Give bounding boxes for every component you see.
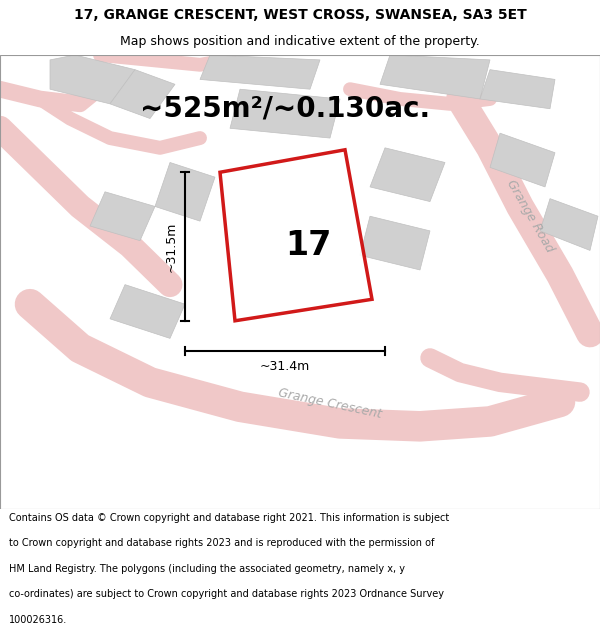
Polygon shape: [380, 55, 490, 99]
Polygon shape: [540, 199, 598, 251]
Text: 17, GRANGE CRESCENT, WEST CROSS, SWANSEA, SA3 5ET: 17, GRANGE CRESCENT, WEST CROSS, SWANSEA…: [74, 8, 526, 22]
Text: ~31.5m: ~31.5m: [164, 221, 178, 272]
Polygon shape: [155, 162, 215, 221]
Text: Map shows position and indicative extent of the property.: Map shows position and indicative extent…: [120, 35, 480, 48]
Text: ~31.4m: ~31.4m: [260, 360, 310, 373]
Text: HM Land Registry. The polygons (including the associated geometry, namely x, y: HM Land Registry. The polygons (includin…: [9, 564, 405, 574]
Polygon shape: [200, 55, 320, 89]
Polygon shape: [480, 69, 555, 109]
Polygon shape: [110, 284, 185, 338]
Polygon shape: [370, 148, 445, 202]
Text: 100026316.: 100026316.: [9, 614, 67, 624]
Text: Contains OS data © Crown copyright and database right 2021. This information is : Contains OS data © Crown copyright and d…: [9, 513, 449, 523]
Text: 17: 17: [285, 229, 331, 262]
Text: Grange Road: Grange Road: [504, 177, 556, 255]
Polygon shape: [110, 69, 175, 119]
Text: co-ordinates) are subject to Crown copyright and database rights 2023 Ordnance S: co-ordinates) are subject to Crown copyr…: [9, 589, 444, 599]
Text: ~525m²/~0.130ac.: ~525m²/~0.130ac.: [140, 95, 430, 122]
Polygon shape: [230, 89, 340, 138]
Text: Grange Crescent: Grange Crescent: [277, 386, 383, 421]
Polygon shape: [50, 55, 135, 104]
Polygon shape: [490, 133, 555, 187]
Polygon shape: [220, 150, 372, 321]
Polygon shape: [360, 216, 430, 270]
Polygon shape: [90, 192, 155, 241]
Text: to Crown copyright and database rights 2023 and is reproduced with the permissio: to Crown copyright and database rights 2…: [9, 538, 434, 548]
